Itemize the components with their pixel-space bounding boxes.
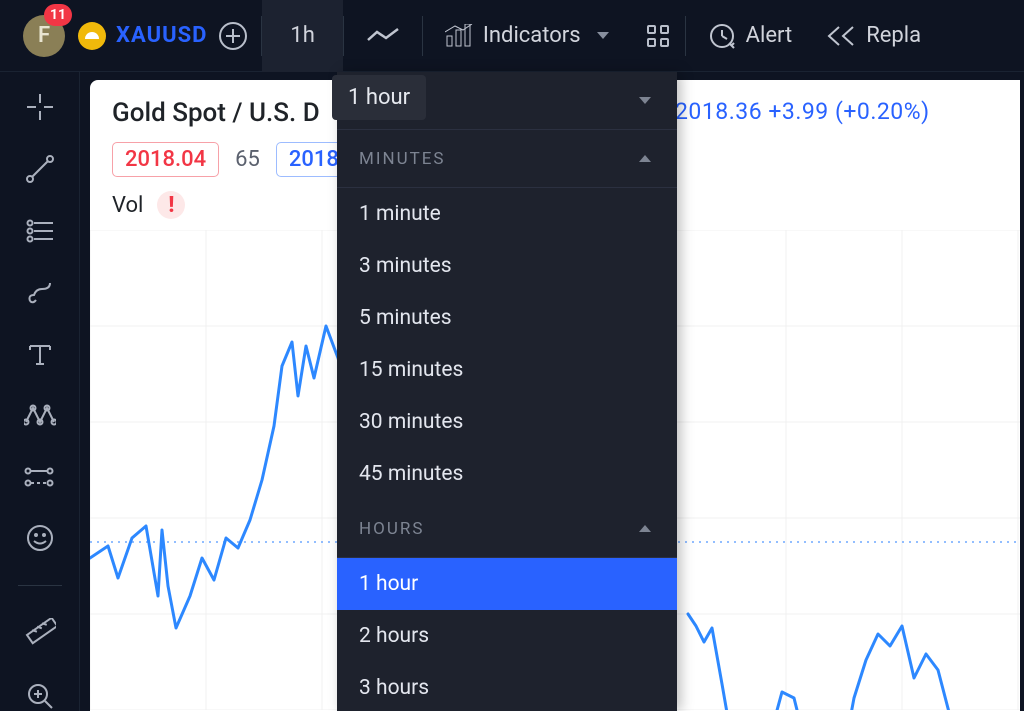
text-tool[interactable] xyxy=(20,339,60,368)
brush-tool[interactable] xyxy=(20,277,60,307)
ohlc-open: 2018.04 xyxy=(112,142,219,177)
indicators-label: Indicators xyxy=(483,23,581,48)
ohlc-mid: 65 xyxy=(235,147,260,172)
interval-tooltip: 1 hour xyxy=(332,75,426,120)
tf-option[interactable]: 30 minutes xyxy=(337,396,677,448)
toolbar-separator xyxy=(18,585,62,586)
ruler-icon xyxy=(24,618,56,650)
layouts-button[interactable] xyxy=(631,0,685,72)
symbol-selector[interactable]: XAUUSD xyxy=(72,0,261,72)
left-drawing-toolbar xyxy=(0,72,80,711)
top-toolbar: F 11 XAUUSD 1h Indicators xyxy=(0,0,1024,72)
pattern-tool[interactable] xyxy=(20,401,60,430)
volume-warning-badge[interactable]: ! xyxy=(157,191,185,219)
alert-icon xyxy=(708,22,736,50)
alert-button[interactable]: Alert xyxy=(686,0,815,72)
zoom-tool[interactable] xyxy=(20,682,60,711)
line-chart-icon xyxy=(366,26,400,46)
tf-option[interactable]: 2 hours xyxy=(337,610,677,662)
quote-pct: (+0.20%) xyxy=(835,98,930,125)
account-avatar[interactable]: F 11 xyxy=(0,0,72,72)
interval-button[interactable]: 1h xyxy=(262,0,342,72)
tf-section-label: MINUTES xyxy=(359,149,446,169)
tf-option[interactable]: 45 minutes xyxy=(337,448,677,500)
gold-icon xyxy=(78,22,106,50)
notification-badge[interactable]: 11 xyxy=(44,4,72,26)
quote-price: 2018.36 xyxy=(675,98,762,125)
indicators-button[interactable]: Indicators xyxy=(423,0,631,72)
tf-option[interactable]: 3 hours xyxy=(337,662,677,711)
text-icon xyxy=(26,340,54,368)
chevron-down-icon xyxy=(639,97,651,104)
replay-button[interactable]: Repla xyxy=(814,0,943,72)
alert-label: Alert xyxy=(746,23,793,48)
tf-section-header[interactable]: MINUTES xyxy=(337,130,677,188)
chevron-up-icon xyxy=(639,525,651,532)
forecast-tool[interactable] xyxy=(20,462,60,491)
chart-style-button[interactable] xyxy=(344,0,422,72)
interval-label: 1h xyxy=(290,23,314,48)
trendline-tool[interactable] xyxy=(20,154,60,184)
trendline-icon xyxy=(25,154,55,184)
quote-strip: 2018.36 +3.99 (+0.20%) xyxy=(675,98,930,125)
tf-option[interactable]: 15 minutes xyxy=(337,344,677,396)
replay-icon xyxy=(826,25,856,47)
chevron-up-icon xyxy=(639,155,651,162)
smiley-icon xyxy=(26,524,54,552)
forecast-icon xyxy=(24,465,56,489)
crosshair-icon xyxy=(25,92,55,122)
brush-icon xyxy=(25,277,55,307)
tf-section-label: HOURS xyxy=(359,519,424,539)
chevron-down-icon xyxy=(597,32,609,39)
pattern-icon xyxy=(24,402,56,428)
volume-label: Vol xyxy=(112,193,143,218)
tf-option[interactable]: 1 minute xyxy=(337,188,677,240)
layouts-icon xyxy=(647,25,669,47)
quote-change: +3.99 xyxy=(768,98,828,125)
tf-option[interactable]: 5 minutes xyxy=(337,292,677,344)
crosshair-tool[interactable] xyxy=(20,92,60,122)
timeframe-dropdown[interactable]: NDSMINUTES1 minute3 minutes5 minutes15 m… xyxy=(337,72,677,711)
measure-tool[interactable] xyxy=(20,618,60,650)
emoji-tool[interactable] xyxy=(20,524,60,553)
ticker-symbol: XAUUSD xyxy=(116,23,219,48)
tf-option[interactable]: 3 minutes xyxy=(337,240,677,292)
tf-option[interactable]: 1 hour xyxy=(337,558,677,610)
add-symbol-icon[interactable] xyxy=(219,22,247,50)
zoom-icon xyxy=(26,682,54,710)
tf-section-header[interactable]: HOURS xyxy=(337,500,677,558)
replay-label: Repla xyxy=(866,23,921,48)
hlines-icon xyxy=(25,219,55,243)
hlines-tool[interactable] xyxy=(20,216,60,245)
indicators-icon xyxy=(445,24,473,48)
